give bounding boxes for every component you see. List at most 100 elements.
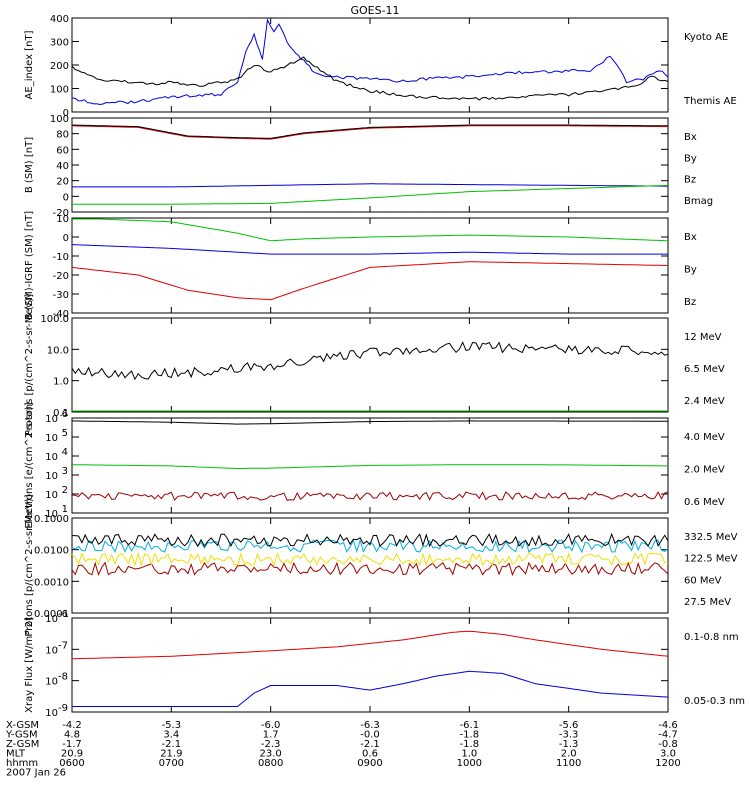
series-line	[71, 124, 668, 139]
ephemeris-value: -4.2	[62, 720, 82, 731]
legend-entry: By	[684, 265, 697, 276]
ephemeris-value: -2.3	[261, 739, 281, 750]
panel-frame	[71, 617, 669, 713]
ephemeris-value: 0800	[258, 758, 283, 769]
y-tick-label: 10	[45, 452, 58, 463]
panel-frame	[71, 217, 669, 314]
legend-entry: 12 MeV	[684, 332, 722, 343]
y-tick-label: 400	[50, 14, 69, 25]
ephemeris-value: 1100	[556, 758, 581, 769]
panel-frame	[71, 317, 669, 413]
series-line	[72, 184, 669, 205]
panel-3: -40 -30 -20 -10 0 10 B (SM)-IGRF (SM) [nT] Bx By…	[24, 211, 697, 320]
y-tick-exponent: 1	[62, 504, 68, 515]
series-line	[71, 491, 669, 502]
y-axis-label: B (SM) [nT]	[24, 137, 35, 193]
y-tick-label: 10.0	[47, 345, 69, 356]
y-tick-exponent: 3	[62, 466, 68, 477]
legend-entry: 4.0 MeV	[684, 432, 725, 443]
ephemeris-value: -5.3	[162, 720, 182, 731]
series-line	[72, 532, 669, 548]
legend-entry: 2.4 MeV	[684, 396, 725, 407]
y-axis-label: B (SM)-IGRF (SM) [nT]	[24, 211, 35, 320]
y-tick-label: 80	[56, 130, 69, 141]
legend-entry: Bx	[684, 232, 697, 243]
legend-entry: 0.1-0.8 nm	[684, 632, 739, 643]
y-tick-exponent: -9	[58, 703, 68, 714]
ephemeris-value: 1000	[457, 758, 482, 769]
y-tick-label: 300	[50, 38, 69, 49]
plot-title: GOES-11	[350, 4, 399, 17]
y-tick-exponent: -6	[58, 609, 68, 620]
ephemeris-value: -6.1	[460, 720, 480, 731]
series-line	[71, 551, 669, 567]
legend-entry: Bmag	[684, 196, 713, 207]
series-line	[72, 670, 669, 707]
legend-entry: 60 MeV	[684, 575, 722, 586]
y-tick-label: -40	[53, 309, 69, 320]
series-line	[71, 420, 668, 425]
ephemeris-row-label: 2007 Jan 26	[6, 768, 66, 779]
y-tick-exponent: 2	[62, 485, 68, 496]
y-tick-label: 0.1	[53, 408, 69, 419]
y-tick-label: -10	[53, 252, 69, 263]
legend-entry: Kyoto AE	[684, 32, 728, 43]
legend-entry: By	[684, 153, 697, 164]
y-tick-label: 10	[45, 414, 58, 425]
y-axis-label: AE_index [nT]	[24, 30, 35, 99]
legend-entry: Bz	[684, 297, 696, 308]
y-axis-label: Protons [p/(cm^2-s-sr-MeV)]	[24, 494, 35, 636]
legend-entry: 0.6 MeV	[684, 497, 725, 508]
ephemeris-value: 21.9	[160, 749, 182, 760]
ephemeris-value: 1.0	[461, 749, 477, 760]
ephemeris-value: 0700	[159, 758, 184, 769]
ephemeris-value: 0600	[59, 758, 84, 769]
ephemeris-value: -4.7	[658, 730, 678, 741]
y-tick-label: -30	[53, 290, 69, 301]
ephemeris-row-label: hhmm	[6, 758, 38, 769]
y-tick-label: 10	[45, 471, 58, 482]
ephemeris-value: 1.7	[263, 730, 279, 741]
series-line	[71, 261, 669, 301]
series-line	[71, 630, 669, 660]
ephemeris-row-label: Y-GSM	[5, 730, 38, 741]
y-tick-label: -20	[53, 208, 69, 219]
y-tick-label: 10	[45, 677, 58, 688]
ephemeris-value: -1.7	[62, 739, 82, 750]
y-tick-label: 20	[56, 177, 69, 188]
legend-entry: 122.5 MeV	[684, 554, 738, 565]
ephemeris-value: 4.8	[64, 730, 80, 741]
y-tick-label: 40	[56, 161, 69, 172]
y-tick-label: 100	[50, 114, 69, 125]
ephemeris-row-label: Z-GSM	[6, 739, 39, 750]
series-line	[71, 244, 668, 255]
y-tick-label: -20	[53, 271, 69, 282]
legend-entry: Themis AE	[683, 96, 737, 107]
y-tick-label: 0	[63, 233, 69, 244]
y-axis-label: Electrons [e/(cm^2-s-sr)]	[24, 402, 35, 528]
y-tick-label: 10	[56, 214, 69, 225]
y-tick-label: 0.0100	[34, 546, 69, 557]
y-tick-exponent: 4	[62, 447, 68, 458]
series-line	[71, 125, 668, 140]
y-tick-label: 1.0	[53, 377, 69, 388]
legend-entry: 6.5 MeV	[684, 364, 725, 375]
y-tick-label: 100.0	[40, 314, 69, 325]
y-tick-exponent: -8	[58, 672, 68, 683]
y-tick-label: 200	[50, 61, 69, 72]
y-tick-exponent: 6	[62, 409, 68, 420]
ephemeris-value: -5.6	[559, 720, 579, 731]
y-axis-label: Protons [p/(cm^2-s-sr-MeV)]	[24, 294, 35, 436]
y-tick-label: 10	[45, 708, 58, 719]
legend-entry: Bz	[684, 175, 696, 186]
ephemeris-value: 3.4	[163, 730, 179, 741]
legend-entry: 0.05-0.3 nm	[684, 696, 745, 707]
ephemeris-value: -1.8	[460, 730, 480, 741]
ephemeris-value: -2.1	[162, 739, 182, 750]
y-tick-label: 0.0010	[34, 577, 69, 588]
ephemeris-row-label: MLT	[6, 749, 26, 760]
